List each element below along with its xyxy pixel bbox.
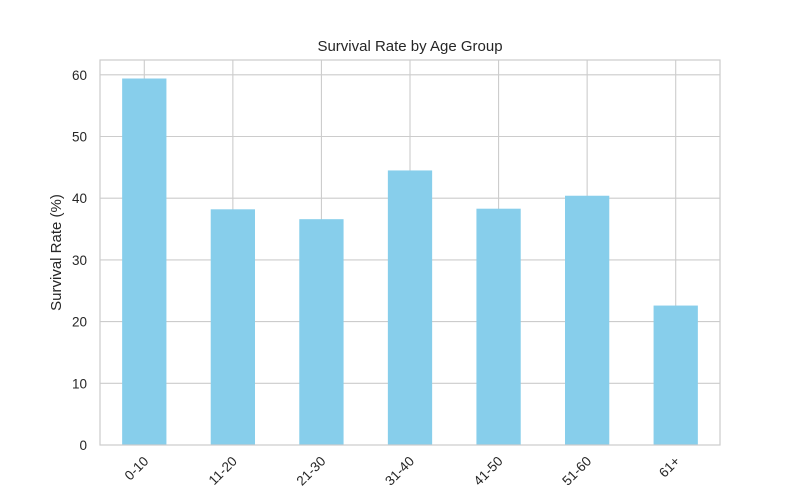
bar-21-30 — [299, 219, 344, 445]
x-tick-label: 41-50 — [471, 454, 506, 489]
y-axis-ticks: 0 10 20 30 40 50 60 — [72, 68, 87, 453]
y-tick-label: 20 — [72, 315, 87, 330]
bars — [122, 78, 698, 445]
bar-11-20 — [210, 209, 255, 445]
bar-51-60 — [565, 195, 610, 445]
y-tick-label: 60 — [72, 68, 87, 83]
y-tick-label: 30 — [72, 253, 87, 268]
x-tick-label: 0-10 — [122, 454, 152, 484]
y-tick-label: 10 — [72, 376, 87, 391]
y-tick-label: 0 — [79, 438, 87, 453]
x-tick-label: 51-60 — [559, 454, 594, 489]
bar-0-10 — [122, 78, 167, 445]
bar-41-50 — [476, 208, 521, 445]
x-tick-label: 31-40 — [382, 454, 417, 489]
y-tick-label: 40 — [72, 191, 87, 206]
x-tick-label: 11-20 — [206, 454, 240, 488]
y-tick-label: 50 — [72, 130, 87, 145]
x-tick-label: 61+ — [656, 453, 683, 480]
plot-frame — [99, 59, 721, 446]
bar-61+ — [653, 305, 698, 445]
x-axis-ticks: 0-10 11-20 21-30 31-40 41-50 51-60 61+ — [122, 453, 683, 488]
x-tick-label: 21-30 — [294, 454, 329, 489]
y-axis-label: Survival Rate (%) — [48, 194, 65, 311]
chart-title: Survival Rate by Age Group — [317, 38, 502, 55]
bar-31-40 — [387, 170, 433, 445]
